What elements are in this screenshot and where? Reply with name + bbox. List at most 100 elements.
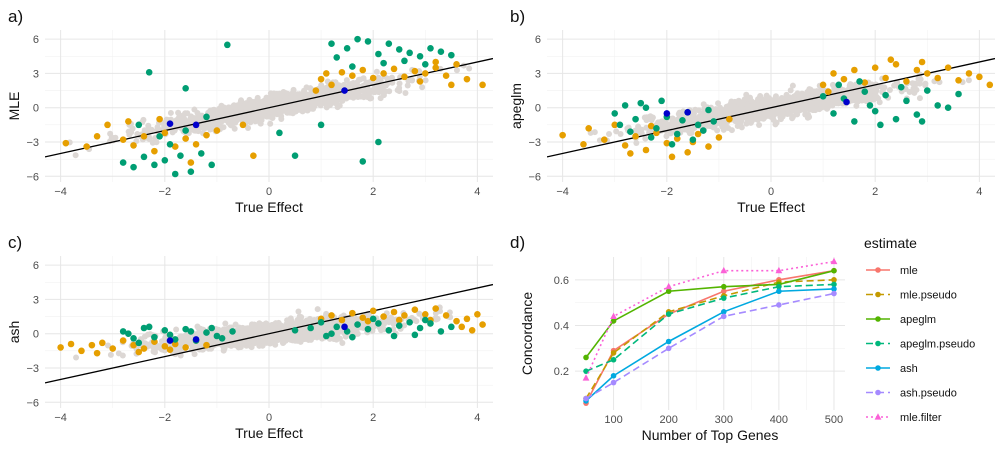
orange-point bbox=[442, 72, 450, 80]
legend-label: mle.pseudo bbox=[900, 290, 957, 302]
green-point bbox=[699, 127, 707, 134]
orange-point bbox=[851, 66, 858, 74]
green-point bbox=[673, 130, 681, 138]
background-point bbox=[717, 120, 724, 127]
orange-point bbox=[673, 135, 681, 142]
green-point bbox=[218, 334, 226, 342]
orange-point bbox=[432, 58, 439, 66]
background-point bbox=[354, 330, 361, 337]
orange-point bbox=[369, 74, 377, 82]
orange-point bbox=[825, 88, 832, 96]
orange-point bbox=[585, 124, 592, 132]
background-point bbox=[300, 102, 307, 109]
background-point bbox=[267, 120, 274, 127]
green-point bbox=[125, 330, 132, 338]
background-point bbox=[673, 118, 680, 125]
y-tick-label: 0 bbox=[33, 329, 39, 341]
orange-point bbox=[421, 310, 429, 318]
green-point bbox=[135, 339, 143, 347]
background-point bbox=[617, 131, 624, 138]
series-point bbox=[665, 338, 672, 345]
legend-item: mle bbox=[866, 265, 918, 277]
legend-item: mle.filter bbox=[866, 412, 942, 424]
orange-point bbox=[421, 70, 429, 77]
background-point bbox=[175, 109, 182, 116]
identity-line bbox=[45, 283, 493, 384]
green-point bbox=[835, 81, 843, 89]
green-point bbox=[830, 110, 837, 117]
legend-item: apeglm bbox=[866, 314, 936, 326]
green-point bbox=[354, 35, 361, 43]
green-point bbox=[866, 102, 874, 109]
series-point bbox=[583, 395, 589, 402]
green-point bbox=[689, 136, 697, 144]
orange-point bbox=[653, 129, 660, 137]
background-point bbox=[257, 103, 264, 110]
background-point bbox=[253, 114, 260, 121]
series-point bbox=[582, 374, 590, 381]
x-tick-label: 4 bbox=[474, 186, 480, 198]
green-point bbox=[161, 326, 169, 334]
orange-point bbox=[93, 132, 101, 140]
y-tick-label: 0.4 bbox=[554, 321, 569, 333]
orange-point bbox=[67, 340, 75, 348]
background-point bbox=[283, 321, 290, 328]
y-tick-label: −3 bbox=[26, 137, 39, 149]
background-point bbox=[692, 106, 699, 113]
orange-point bbox=[166, 346, 174, 354]
background-point bbox=[207, 121, 214, 128]
green-point bbox=[349, 333, 356, 341]
green-point bbox=[177, 152, 184, 160]
green-point bbox=[369, 315, 377, 323]
green-point bbox=[395, 322, 403, 330]
background-point bbox=[359, 87, 366, 94]
green-point bbox=[923, 87, 931, 94]
background-point bbox=[715, 110, 722, 117]
green-point bbox=[291, 152, 299, 160]
background-point bbox=[325, 102, 332, 109]
green-point bbox=[349, 63, 356, 70]
background-point bbox=[642, 135, 649, 142]
x-tick-label: −2 bbox=[159, 412, 172, 424]
background-point bbox=[167, 109, 174, 116]
background-point bbox=[700, 112, 707, 119]
green-point bbox=[882, 91, 889, 99]
background-point bbox=[816, 97, 823, 104]
background-point bbox=[755, 96, 762, 103]
green-point bbox=[375, 320, 382, 327]
green-point bbox=[364, 325, 372, 333]
green-point bbox=[861, 88, 869, 96]
orange-point bbox=[923, 70, 931, 77]
series-point bbox=[831, 290, 837, 297]
orange-point bbox=[965, 70, 973, 77]
series-point bbox=[720, 313, 727, 320]
green-point bbox=[668, 140, 676, 148]
green-point bbox=[448, 323, 455, 331]
background-point bbox=[339, 339, 346, 346]
x-tick-label: −2 bbox=[661, 186, 674, 198]
green-point bbox=[856, 78, 863, 85]
y-tick-label: −3 bbox=[528, 137, 541, 149]
background-point bbox=[223, 330, 230, 337]
orange-point bbox=[887, 56, 895, 64]
orange-point bbox=[62, 139, 70, 147]
background-point bbox=[756, 121, 763, 128]
orange-point bbox=[559, 131, 566, 139]
background-point bbox=[227, 109, 234, 116]
green-point bbox=[710, 118, 717, 125]
orange-point bbox=[642, 146, 650, 154]
background-point bbox=[849, 95, 856, 102]
background-point bbox=[298, 314, 305, 321]
series-point bbox=[775, 266, 783, 274]
background-point bbox=[244, 326, 251, 333]
series-line bbox=[585, 283, 835, 372]
background-point bbox=[348, 80, 355, 87]
series-point bbox=[831, 267, 837, 274]
background-point bbox=[245, 331, 252, 338]
background-point bbox=[753, 116, 760, 123]
orange-point bbox=[395, 316, 403, 324]
background-point bbox=[218, 328, 225, 335]
green-point bbox=[944, 104, 952, 112]
y-axis-title: MLE bbox=[6, 92, 22, 121]
